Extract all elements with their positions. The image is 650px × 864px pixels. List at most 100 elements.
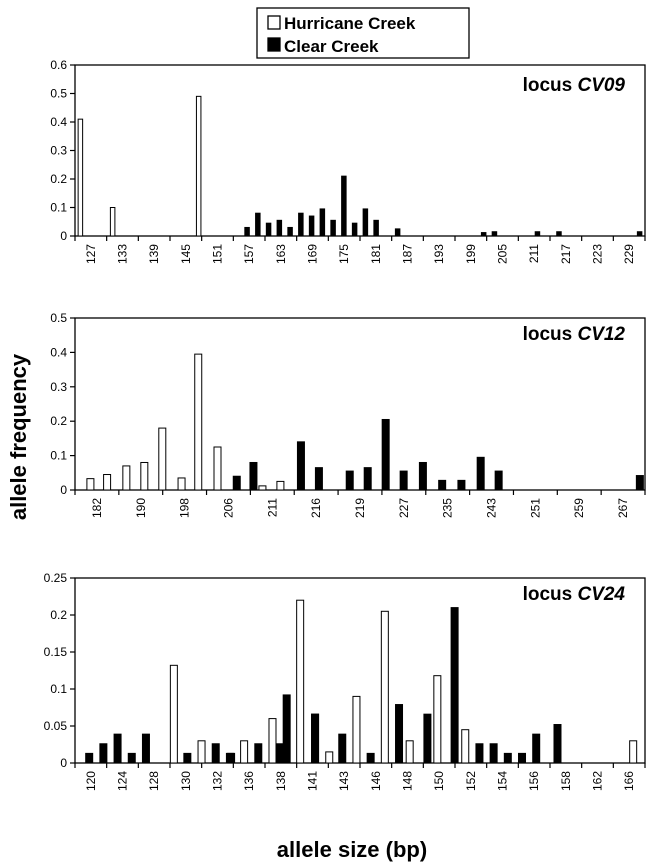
bar-hurricane-creek — [177, 477, 186, 491]
bar-hurricane-creek — [122, 465, 131, 491]
y-tick-label: 0.05 — [44, 719, 68, 733]
bar-clear-creek — [113, 733, 122, 764]
bar-clear-creek — [275, 743, 284, 764]
x-tick-label: 211 — [265, 498, 279, 517]
bar-clear-creek — [491, 231, 498, 237]
y-tick-label: 0.2 — [50, 172, 67, 186]
bar-clear-creek — [503, 752, 512, 764]
bar-clear-creek — [494, 470, 503, 491]
x-tick-label: 127 — [84, 244, 98, 264]
x-tick-label: 158 — [559, 771, 573, 791]
bar-hurricane-creek — [325, 751, 334, 764]
x-tick-label: 182 — [90, 498, 104, 518]
bar-clear-creek — [373, 219, 379, 237]
y-tick-label: 0.4 — [50, 115, 67, 129]
x-tick-label: 227 — [397, 498, 411, 518]
x-tick-label: 199 — [464, 244, 478, 264]
y-tick-label: 0.1 — [50, 682, 67, 696]
x-axis-title: allele size (bp) — [277, 837, 427, 862]
x-tick-label: 251 — [528, 498, 542, 518]
bar-hurricane-creek — [629, 740, 638, 764]
x-tick-label: 133 — [116, 244, 130, 264]
x-tick-label: 146 — [369, 771, 383, 791]
bar-clear-creek — [265, 222, 272, 237]
legend-swatch-hurricane-creek — [267, 15, 281, 30]
y-tick-label: 0.1 — [50, 449, 67, 463]
x-tick-label: 132 — [211, 771, 225, 791]
x-tick-label: 166 — [622, 771, 636, 791]
panel-cv09: 0 0.1 0.2 0.3 0.4 0.5 0.6 127 133 139 145 151 157 163… — [50, 58, 646, 264]
bar-clear-creek — [636, 231, 643, 237]
bar-clear-creek — [362, 208, 369, 237]
bar-clear-creek — [319, 208, 326, 237]
x-tick-label: 259 — [572, 498, 586, 518]
x-tick-label: 162 — [591, 771, 605, 791]
bar-hurricane-creek — [197, 740, 206, 764]
x-tick-label: 148 — [401, 771, 415, 791]
x-tick-label: 143 — [337, 771, 351, 791]
bar-clear-creek — [338, 733, 347, 764]
bar-clear-creek — [298, 212, 304, 237]
x-tick-label: 169 — [306, 244, 320, 264]
bar-clear-creek — [351, 222, 358, 237]
x-tick-label: 128 — [147, 771, 161, 791]
bar-clear-creek — [489, 743, 498, 764]
bar-clear-creek — [211, 743, 220, 764]
bar-clear-creek — [249, 461, 258, 491]
bar-clear-creek — [311, 713, 320, 764]
bar-clear-creek — [85, 752, 94, 764]
bar-hurricane-creek — [194, 353, 203, 491]
legend-swatch-clear-creek — [267, 37, 281, 52]
bar-clear-creek — [330, 219, 336, 237]
x-tick-label: 130 — [179, 771, 193, 791]
x-tick-label: 198 — [178, 498, 192, 518]
bar-clear-creek — [438, 479, 447, 491]
legend-box — [256, 7, 470, 59]
bar-clear-creek — [399, 470, 408, 491]
bar-clear-creek — [532, 733, 541, 764]
bar-clear-creek — [99, 743, 108, 764]
y-tick-label: 0.15 — [44, 645, 68, 659]
x-tick-label: 120 — [84, 771, 98, 791]
x-tick-label: 216 — [309, 498, 323, 518]
x-tick-label: 156 — [527, 771, 541, 791]
bar-clear-creek — [232, 475, 241, 491]
y-tick-label: 0 — [60, 756, 67, 770]
bar-hurricane-creek — [86, 478, 95, 491]
y-tick-label: 0.5 — [50, 311, 67, 325]
plot-frame — [74, 317, 646, 491]
bar-hurricane-creek — [109, 207, 116, 237]
x-tick-label: 267 — [616, 498, 630, 518]
bar-clear-creek — [255, 212, 261, 237]
bar-clear-creek — [635, 475, 644, 491]
y-tick-label: 0.3 — [50, 380, 67, 394]
bar-clear-creek — [366, 752, 375, 764]
x-tick-label: 190 — [134, 498, 148, 518]
bar-hurricane-creek — [268, 718, 277, 764]
x-tick-label: 219 — [353, 498, 367, 518]
bar-clear-creek — [363, 467, 372, 491]
x-tick-label: 229 — [622, 244, 636, 264]
bar-hurricane-creek — [195, 95, 202, 237]
bar-clear-creek — [308, 215, 315, 237]
y-tick-label: 0.1 — [50, 201, 67, 215]
bar-hurricane-creek — [296, 599, 305, 764]
x-tick-label: 187 — [401, 244, 415, 264]
bar-clear-creek — [395, 704, 404, 764]
bar-hurricane-creek — [213, 446, 222, 491]
y-tick-label: 0.5 — [50, 87, 67, 101]
bar-clear-creek — [457, 479, 466, 491]
x-tick-label: 211 — [527, 244, 541, 263]
bar-hurricane-creek — [405, 740, 414, 764]
legend-label-clear-creek: Clear Creek — [284, 37, 379, 56]
x-tick-label: 193 — [432, 244, 446, 264]
bar-clear-creek — [276, 219, 283, 237]
legend: Hurricane Creek Clear Creek — [256, 7, 470, 59]
x-tick-label: 145 — [179, 244, 193, 264]
x-tick-label: 139 — [147, 244, 161, 264]
x-tick-label: 175 — [337, 244, 351, 264]
bar-clear-creek — [476, 456, 485, 491]
x-tick-label: 235 — [441, 498, 455, 518]
x-tick-label: 124 — [116, 771, 130, 791]
